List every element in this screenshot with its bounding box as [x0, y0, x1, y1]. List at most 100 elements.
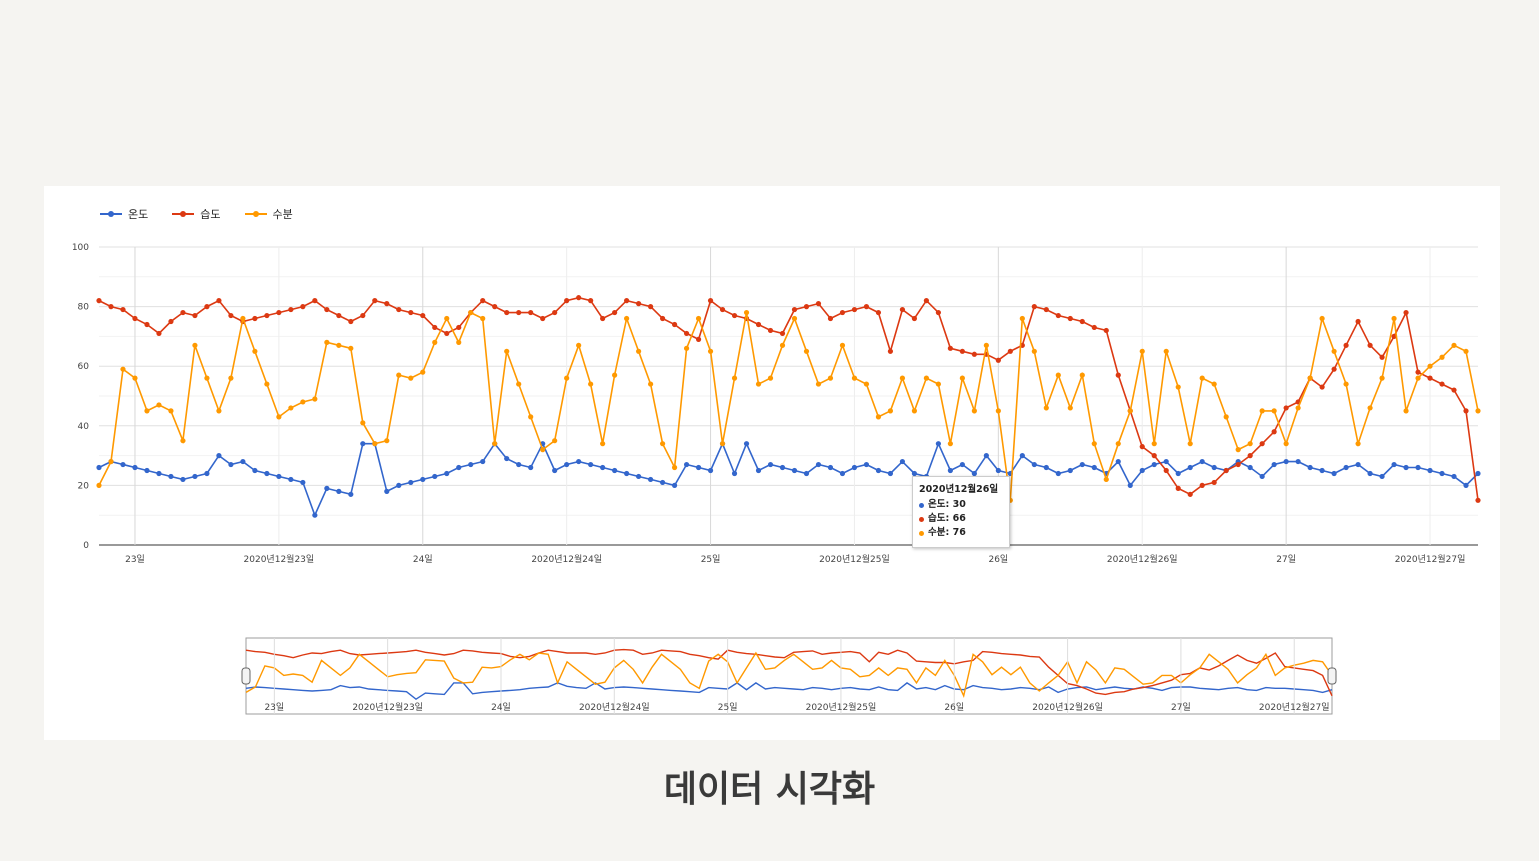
- data-point: [743, 441, 750, 447]
- data-point: [887, 408, 894, 414]
- data-point: [1019, 315, 1025, 322]
- data-point: [156, 330, 162, 337]
- x-tick-label: 2020년12월27일: [1395, 553, 1466, 565]
- data-point: [851, 375, 858, 381]
- data-point: [192, 473, 198, 480]
- data-point: [935, 441, 941, 447]
- navigator-right-handle[interactable]: [1327, 667, 1337, 685]
- data-point: [659, 315, 666, 322]
- data-point: [612, 467, 618, 474]
- data-point: [815, 301, 822, 307]
- data-point: [408, 375, 414, 381]
- legend-item[interactable]: 수분: [244, 206, 293, 222]
- navigator-series-3: [245, 651, 1333, 698]
- data-point: [204, 375, 210, 381]
- data-point: [348, 491, 354, 497]
- data-point: [1379, 354, 1385, 360]
- data-point: [528, 464, 534, 471]
- legend-item[interactable]: 온도: [100, 206, 148, 222]
- data-point: [216, 298, 222, 304]
- data-point: [851, 306, 858, 313]
- data-point: [408, 309, 414, 316]
- data-point: [288, 476, 294, 483]
- data-point: [803, 470, 810, 477]
- tooltip-value: 수분: 76: [928, 527, 966, 538]
- data-point: [1139, 348, 1145, 354]
- data-point: [923, 298, 930, 304]
- data-point: [348, 318, 354, 325]
- navigator-frame: [245, 637, 1333, 715]
- data-point: [1427, 363, 1433, 369]
- data-point: [648, 476, 654, 483]
- data-point: [360, 420, 366, 426]
- data-point: [564, 375, 570, 381]
- data-point: [755, 381, 762, 387]
- data-point: [192, 342, 198, 348]
- data-point: [839, 470, 846, 477]
- x-tick-label: 27일: [1276, 554, 1296, 565]
- navigator-tick-label: 2020년12월24일: [579, 701, 650, 713]
- series-line-2: [98, 296, 1479, 501]
- data-point: [504, 348, 510, 354]
- data-point: [96, 464, 102, 471]
- data-point: [983, 453, 989, 459]
- data-point: [240, 315, 246, 322]
- data-point: [504, 455, 510, 462]
- data-point: [803, 348, 810, 354]
- data-point: [204, 470, 210, 477]
- x-tick-label: 2020년12월25일: [819, 553, 890, 565]
- navigator-left-handle[interactable]: [241, 667, 251, 685]
- data-point: [1055, 312, 1061, 319]
- data-point: [899, 458, 906, 465]
- navigator-tick-label: 23일: [264, 702, 284, 713]
- data-point: [420, 369, 426, 375]
- data-point: [504, 309, 510, 316]
- legend-swatch: [100, 211, 122, 217]
- data-point: [96, 298, 102, 304]
- data-point: [132, 464, 138, 471]
- data-point: [1031, 461, 1037, 468]
- data-point: [935, 309, 941, 316]
- data-point: [300, 479, 306, 486]
- data-point: [791, 315, 798, 322]
- tooltip-value: 습도: 66: [928, 513, 966, 524]
- legend-item[interactable]: 습도: [172, 206, 221, 222]
- x-tick-label: 26일: [988, 554, 1008, 565]
- data-point: [803, 304, 810, 310]
- data-point: [1235, 447, 1241, 453]
- data-point: [312, 512, 318, 518]
- data-point: [1019, 453, 1025, 459]
- data-point: [348, 345, 354, 351]
- data-point: [1283, 458, 1289, 465]
- data-point: [528, 309, 534, 316]
- data-point: [396, 306, 402, 313]
- data-point: [899, 306, 906, 313]
- data-point: [1031, 304, 1037, 310]
- data-point: [995, 467, 1001, 474]
- data-point: [312, 396, 318, 402]
- data-point: [180, 476, 186, 483]
- data-point: [480, 298, 486, 304]
- data-point: [695, 336, 702, 342]
- y-tick-label: 20: [78, 481, 90, 491]
- data-point: [1367, 342, 1373, 348]
- data-point: [1055, 372, 1061, 378]
- data-point: [1307, 464, 1313, 471]
- data-point: [216, 453, 222, 459]
- data-point: [156, 402, 162, 408]
- data-point: [1079, 372, 1085, 378]
- line-chart: 0 20 40 60 80 100 23일 2020년12월23일 24일 2020년12월24일…: [72, 243, 1481, 715]
- tooltip-dot: [919, 530, 924, 536]
- data-point: [947, 345, 953, 351]
- data-point: [1175, 470, 1181, 477]
- data-point: [456, 339, 462, 345]
- data-point: [1403, 464, 1409, 471]
- data-point: [1475, 470, 1481, 477]
- data-point: [324, 306, 330, 313]
- data-point: [564, 461, 570, 468]
- data-point: [1319, 315, 1325, 322]
- data-point: [719, 306, 726, 313]
- x-tick-label: 23일: [125, 554, 145, 565]
- data-point: [588, 298, 594, 304]
- data-point: [1271, 461, 1277, 468]
